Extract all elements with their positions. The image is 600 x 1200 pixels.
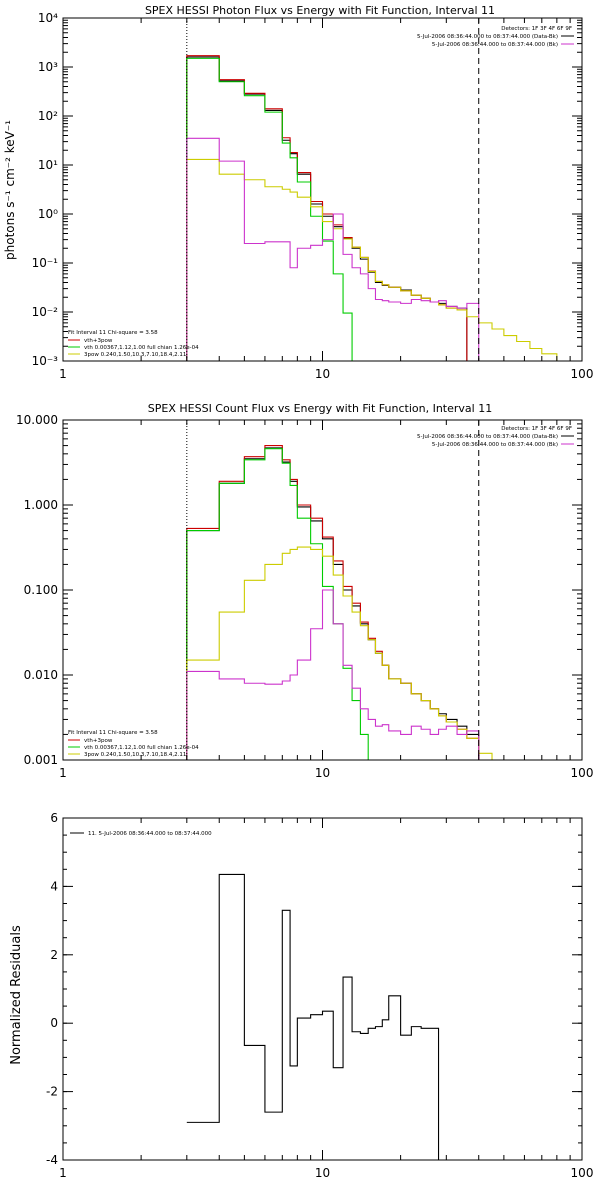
count-flux-panel: SPEX HESSI Count Flux vs Energy with Fit…: [16, 402, 593, 780]
legend-entry: Fit Interval 11 Chi-square = 3.58: [68, 730, 158, 736]
x-tick-label: 100: [571, 1166, 594, 1180]
x-tick-label: 100: [571, 367, 594, 381]
series-11-5-jul-2006-08-36-44-000-to-08-37-44-000-line: [186, 873, 440, 1160]
legend-entry: Fit Interval 11 Chi-square = 3.58: [68, 330, 158, 336]
y-axis-label: photons s⁻¹ cm⁻² keV⁻¹: [3, 120, 17, 260]
legend-entry: Detectors: 1F 3F 4F 6F 9F: [501, 26, 572, 32]
legend-entry: Detectors: 1F 3F 4F 6F 9F: [501, 426, 572, 432]
legend-entry: 5-Jul-2006 08:36:44.000 to 08:37:44.000 …: [417, 34, 558, 40]
y-tick-label: 0.010: [24, 668, 58, 682]
y-tick-label: 1.000: [24, 498, 58, 512]
legend-entry: vth+3pow: [84, 338, 113, 344]
series-vth-3pow-line: [186, 55, 468, 361]
plot-frame: [62, 817, 583, 1161]
y-tick-label: 6: [50, 811, 58, 825]
legend-entry: vth 0.00367,1.12,1.00 full chian 1.26e-0…: [84, 345, 199, 351]
x-tick-label: 10: [315, 367, 330, 381]
y-tick-label: 10⁴: [38, 11, 58, 25]
legend-entry: 11. 5-Jul-2006 08:36:44.000 to 08:37:44.…: [88, 831, 212, 837]
photon-flux-panel: SPEX HESSI Photon Flux vs Energy with Fi…: [3, 4, 593, 381]
x-tick-label: 10: [315, 1166, 330, 1180]
y-tick-label: 4: [50, 879, 58, 893]
legend-entry: 5-Jul-2006 08:36:44.000 to 08:37:44.000 …: [432, 42, 558, 48]
residuals-panel: Normalized Residuals 1 10 100 -4 -2 0 2 4 6 11. …: [9, 811, 593, 1180]
series-vth-line: [186, 448, 376, 761]
y-tick-label: 10⁻²: [32, 305, 59, 319]
series-3pow-line: [186, 158, 582, 362]
x-tick-label: 100: [571, 766, 594, 780]
legend-top-left: 11. 5-Jul-2006 08:36:44.000 to 08:37:44.…: [70, 831, 212, 837]
y-tick-label: 0: [50, 1016, 58, 1030]
y-tick-label: 10⁻³: [32, 354, 59, 368]
y-tick-label: -2: [46, 1085, 58, 1099]
legend-bottom-left: Fit Interval 11 Chi-square = 3.58 vth+3p…: [68, 730, 199, 758]
legend-entry: 3pow 0.240,1.50,10.3,7.10,18.4,2.11: [84, 752, 186, 758]
y-axis-label: Normalized Residuals: [9, 925, 24, 1065]
panel-title: SPEX HESSI Photon Flux vs Energy with Fi…: [145, 4, 495, 17]
series-3pow-line: [186, 546, 493, 760]
y-tick-label: 2: [50, 948, 58, 962]
plot-frame: [62, 17, 583, 362]
y-tick-label: 10⁰: [38, 207, 58, 221]
legend-top-right: Detectors: 1F 3F 4F 6F 9F 5-Jul-2006 08:…: [417, 426, 574, 448]
legend-entry: vth+3pow: [84, 738, 113, 744]
x-tick-label: 1: [59, 766, 67, 780]
legend-top-right: Detectors: 1F 3F 4F 6F 9F 5-Jul-2006 08:…: [417, 26, 574, 48]
series-vth-line: [186, 57, 361, 362]
legend-bottom-left: Fit Interval 11 Chi-square = 3.58 vth+3p…: [68, 330, 199, 358]
y-tick-label: 10³: [38, 60, 58, 74]
series-bk-line: [186, 589, 493, 761]
panel-title: SPEX HESSI Count Flux vs Energy with Fit…: [148, 402, 492, 415]
legend-entry: 5-Jul-2006 08:36:44.000 to 08:37:44.000 …: [432, 442, 558, 448]
series-vth-3pow-line: [186, 445, 493, 761]
y-tick-label: 0.100: [24, 583, 58, 597]
y-tick-label: 10²: [38, 109, 58, 123]
legend-entry: 5-Jul-2006 08:36:44.000 to 08:37:44.000 …: [417, 434, 558, 440]
x-tick-label: 1: [59, 367, 67, 381]
series-bk-line: [186, 137, 493, 362]
legend-entry: 3pow 0.240,1.50,10.3,7.10,18.4,2.11: [84, 352, 186, 358]
x-tick-label: 10: [315, 766, 330, 780]
legend-entry: vth 0.00367,1.12,1.00 full chian 1.26e-0…: [84, 745, 199, 751]
y-tick-label: -4: [46, 1153, 58, 1167]
y-tick-label: 10¹: [38, 158, 58, 172]
y-tick-label: 10⁻¹: [32, 256, 59, 270]
y-tick-label: 10.000: [16, 413, 58, 427]
x-tick-label: 1: [59, 1166, 67, 1180]
series-data-bk-line: [186, 56, 468, 361]
y-tick-label: 0.001: [24, 753, 58, 767]
